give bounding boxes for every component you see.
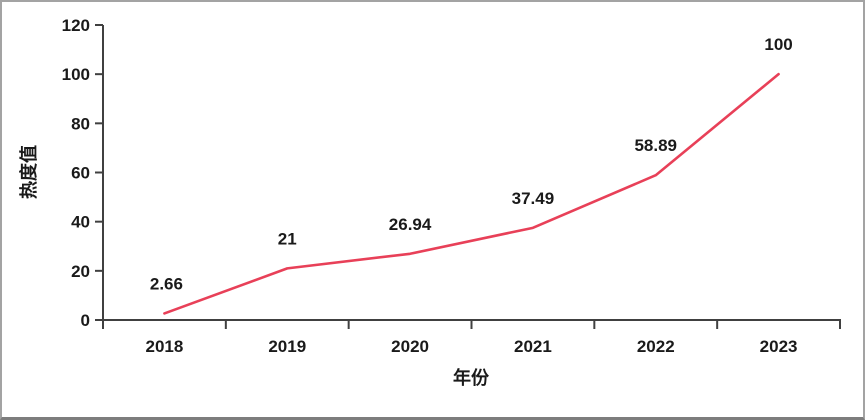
x-tick-label: 2020	[391, 337, 429, 356]
x-tick-label: 2019	[268, 337, 306, 356]
point-label: 37.49	[512, 189, 555, 208]
point-label: 26.94	[389, 215, 432, 234]
y-tick-label: 20	[71, 262, 90, 281]
data-line	[163, 72, 780, 315]
y-tick-label: 120	[62, 16, 90, 35]
y-tick-label: 40	[71, 213, 90, 232]
x-tick-label: 2022	[637, 337, 675, 356]
y-tick-label: 60	[71, 164, 90, 183]
point-label: 58.89	[634, 136, 677, 155]
point-label: 21	[278, 229, 297, 248]
x-axis-title: 年份	[453, 367, 490, 388]
point-label: 100	[764, 35, 792, 54]
x-tick-label: 2021	[514, 337, 552, 356]
x-tick-label: 2018	[146, 337, 184, 356]
x-tick-label: 2023	[760, 337, 798, 356]
point-label: 2.66	[150, 274, 183, 293]
y-axis-title: 热度值	[18, 145, 39, 199]
y-tick-label: 100	[62, 65, 90, 84]
series-line	[163, 72, 780, 315]
data-labels: 2.66 21 26.94 37.49 58.89 100	[150, 35, 793, 293]
y-axis: 0 20 40 60 80 100 120	[62, 16, 104, 330]
y-tick-label: 80	[71, 114, 90, 133]
x-axis: 2018 2019 2020 2021 2022 2023	[102, 319, 841, 356]
y-tick-label: 0	[81, 311, 90, 330]
